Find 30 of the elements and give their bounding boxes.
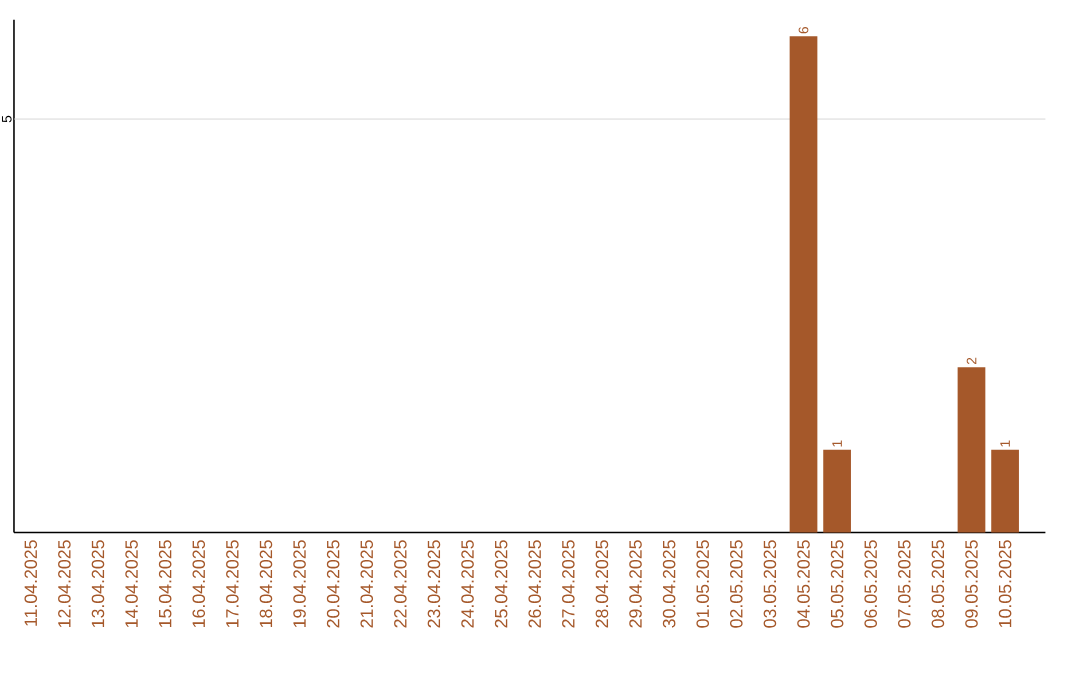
x-tick-label: 17.04.2025 [226, 540, 239, 628]
x-tick-label: 19.04.2025 [293, 540, 306, 628]
x-tick-label: 04.05.2025 [797, 540, 810, 629]
x-tick-label: 13.04.2025 [91, 540, 105, 628]
x-tick-label: 28.04.2025 [595, 540, 609, 628]
x-tick-label: 11.04.2025 [24, 540, 38, 627]
x-tick-label: 08.05.2025 [931, 540, 945, 629]
x-tick-label: 14.04.2025 [125, 540, 138, 628]
x-tick-label: 23.04.2025 [427, 540, 441, 628]
x-tick-label: 01.05.2025 [696, 540, 710, 629]
x-tick-label: 30.04.2025 [662, 540, 676, 629]
x-tick-label: 24.04.2025 [461, 540, 474, 628]
x-tick-label: 09.05.2025 [965, 540, 978, 629]
x-tick-label: 22.04.2025 [394, 540, 407, 628]
x-tick-label: 12.04.2025 [58, 540, 71, 628]
x-tick-label: 07.05.2025 [898, 540, 911, 629]
x-tick-label: 06.05.2025 [864, 540, 877, 629]
x-tick-label: 05.05.2025 [830, 540, 844, 629]
x-tick-label: 25.04.2025 [494, 540, 508, 628]
x-tick-label: 03.05.2025 [763, 540, 777, 629]
x-tick-label: 18.04.2025 [259, 540, 273, 628]
x-tick-label: 26.04.2025 [528, 540, 542, 628]
x-tick-label: 21.04.2025 [360, 540, 374, 628]
x-tick-label: 27.04.2025 [562, 540, 575, 628]
x-tick-label: 16.04.2025 [192, 540, 206, 628]
x-tick-label: 15.04.2025 [158, 540, 172, 628]
x-tick-label: 29.04.2025 [629, 540, 642, 628]
x-tick-label: 02.05.2025 [730, 540, 743, 629]
x-tick-label: 10.05.2025 [998, 540, 1012, 628]
x-tick-label: 20.04.2025 [326, 540, 340, 628]
